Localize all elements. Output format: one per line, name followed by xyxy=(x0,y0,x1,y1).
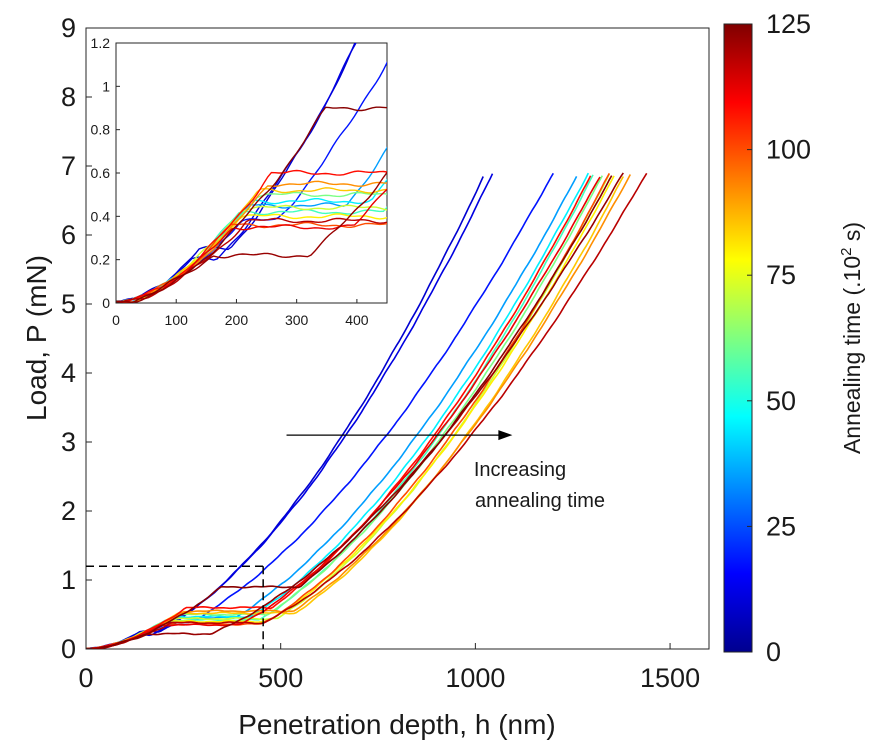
inset-x-ticks: 0 100 200 300 400 xyxy=(112,299,369,328)
load-curve xyxy=(86,172,648,649)
inset-x-tick-label: 300 xyxy=(285,312,309,328)
colorbar-tick-label: 100 xyxy=(766,135,811,165)
load-curve xyxy=(86,172,624,649)
annotation-line1: Increasing xyxy=(474,459,566,481)
inset-load-curve xyxy=(116,171,387,303)
colorbar-tick-label: 50 xyxy=(766,386,796,416)
colorbar-label-end: s) xyxy=(839,222,865,248)
inset-x-tick-label: 0 xyxy=(112,312,120,328)
colorbar-label-main: Annealing time (.10 xyxy=(839,256,865,454)
inset-curves xyxy=(116,43,387,303)
y-tick-label: 9 xyxy=(61,13,76,43)
y-tick-label: 4 xyxy=(61,358,76,388)
colorbar-label: Annealing time (.102 s) xyxy=(838,222,865,454)
load-curve xyxy=(86,173,611,649)
y-axis-label: Load, P (mN) xyxy=(21,255,52,421)
annotation-line2: annealing time xyxy=(475,490,605,512)
x-tick-label: 0 xyxy=(78,663,93,693)
colorbar-label-superscript: 2 xyxy=(838,248,855,256)
x-axis-label: Penetration depth, h (nm) xyxy=(238,709,556,740)
colorbar-tick-label: 25 xyxy=(766,511,796,541)
x-tick-label: 1500 xyxy=(640,663,700,693)
inset-y-tick-label: 0.6 xyxy=(91,165,111,181)
inset-y-tick-label: 0.2 xyxy=(91,252,111,268)
inset-plot: 0 100 200 300 400 0 0.2 0.4 0.6 0.8 1 1.2 xyxy=(91,35,388,328)
main-x-ticks: 0 500 1000 1500 xyxy=(78,643,700,693)
inset-x-tick-label: 100 xyxy=(165,312,189,328)
inset-x-tick-label: 400 xyxy=(345,312,369,328)
main-curves xyxy=(86,172,648,649)
inset-x-tick-label: 200 xyxy=(225,312,249,328)
colorbar: 0 25 50 75 100 125 Annealing time (.102 s) xyxy=(723,9,865,667)
y-tick-label: 2 xyxy=(61,496,76,526)
load-curve xyxy=(86,175,613,649)
y-tick-label: 3 xyxy=(61,427,76,457)
main-y-ticks: 0 1 2 3 4 5 6 7 8 9 xyxy=(61,13,92,664)
y-tick-label: 8 xyxy=(61,82,76,112)
x-tick-label: 1000 xyxy=(445,663,505,693)
inset-load-curve xyxy=(116,106,387,303)
y-tick-label: 0 xyxy=(61,634,76,664)
load-curve xyxy=(86,175,615,649)
inset-y-tick-label: 0.8 xyxy=(91,122,111,138)
y-tick-label: 5 xyxy=(61,289,76,319)
y-tick-label: 6 xyxy=(61,220,76,250)
annotation-arrowhead xyxy=(498,430,513,441)
inset-plot-frame xyxy=(115,42,388,304)
inset-y-tick-label: 1 xyxy=(102,78,110,94)
inset-y-ticks: 0 0.2 0.4 0.6 0.8 1 1.2 xyxy=(91,35,120,311)
colorbar-tick-label: 125 xyxy=(766,9,811,39)
inset-load-curve xyxy=(116,221,387,303)
colorbar-tick-label: 0 xyxy=(766,637,781,667)
y-tick-label: 7 xyxy=(61,151,76,181)
colorbar-gradient xyxy=(723,23,753,653)
y-tick-label: 1 xyxy=(61,565,76,595)
inset-y-tick-label: 1.2 xyxy=(91,35,111,51)
inset-y-tick-label: 0.4 xyxy=(91,208,111,224)
inset-y-tick-label: 0 xyxy=(102,295,110,311)
colorbar-tick-label: 75 xyxy=(766,260,796,290)
colorbar-ticks: 0 25 50 75 100 125 xyxy=(747,9,811,667)
x-tick-label: 500 xyxy=(258,663,303,693)
